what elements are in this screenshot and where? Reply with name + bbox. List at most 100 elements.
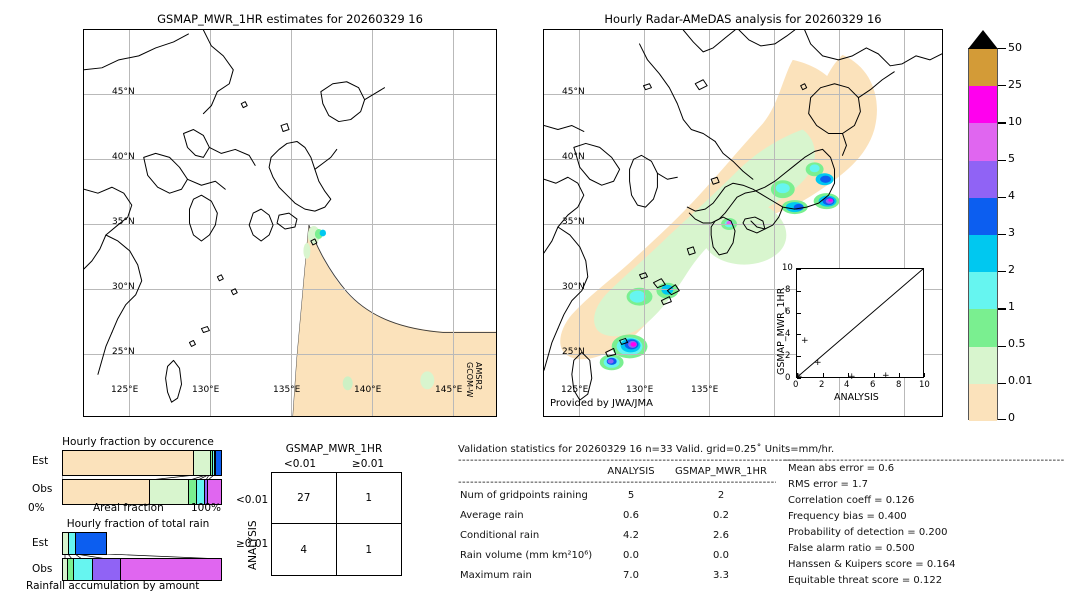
cbar-band-10-25 [969, 86, 997, 124]
gridline-lon-145 [453, 30, 454, 416]
sensor-label-line2: AMSR2 [474, 362, 483, 391]
scatter-inset[interactable]: + + + + + [795, 268, 925, 382]
lat-label-35n: 35°N [562, 217, 585, 227]
cbar-tick-1 [998, 308, 1006, 310]
total-rain-row-label-est: Est [32, 537, 49, 549]
xtick-label-10: 10 [919, 380, 930, 390]
lat-label-35n: 35°N [112, 217, 135, 227]
scatter-point: + [795, 372, 803, 382]
left-map-coastlines [84, 30, 386, 403]
ytick-label-6: 6 [785, 307, 791, 317]
cbar-label-25: 25 [1008, 78, 1022, 91]
validation-row-label-conditional-rain: Conditional rain [460, 530, 540, 541]
scatter-xlabel: ANALYSIS [834, 392, 879, 403]
cbar-tick-50 [998, 48, 1006, 50]
gridline-lon-125 [579, 30, 580, 416]
lat-label-45n: 45°N [562, 87, 585, 97]
occurrence-obs-segment-7aef90 [189, 480, 198, 504]
cbar-tick-3 [998, 234, 1006, 236]
gridline-lat-40 [84, 159, 496, 160]
lat-label-45n: 45°N [112, 87, 135, 97]
contingency-cell-hit: 1 [365, 543, 373, 556]
score-frequency-bias: Frequency bias = 0.400 [788, 511, 907, 522]
cbar-tick-4 [998, 196, 1006, 199]
occurrence-bar-obs[interactable] [62, 479, 222, 505]
total-rain-row-label-obs: Obs [32, 563, 53, 575]
cbar-label-10: 10 [1008, 115, 1022, 128]
contingency-cell-hit-none: 27 [272, 473, 337, 524]
gridline-lon-150 [904, 30, 905, 416]
ytick-label-10: 10 [782, 263, 793, 273]
xtick-label-8: 8 [896, 380, 902, 390]
occurrence-est-segment-d8f5ce [194, 451, 212, 475]
scatter-point: + [801, 336, 809, 346]
scatter-reference-line [797, 269, 923, 378]
validation-divider-mid: ----------------------------------------… [458, 477, 776, 488]
gridline-lon-130 [644, 30, 645, 416]
occurrence-obs-segment-d8f5ce [149, 480, 190, 504]
score-probability-of-detection: Probability of detection = 0.200 [788, 527, 948, 538]
left-map-precipitation-overlay [292, 224, 496, 416]
scatter-point: + [848, 372, 856, 382]
colorbar[interactable] [968, 48, 998, 421]
validation-value-gsmap-maximum-rain: 3.3 [713, 570, 729, 581]
lat-label-40n: 40°N [562, 152, 585, 162]
occurrence-est-segment-7aef90 [211, 451, 214, 475]
total-rain-bar-obs[interactable] [62, 558, 222, 581]
lon-label-130e: 130°E [626, 385, 654, 395]
lat-label-25n: 25°N [112, 347, 135, 357]
total-rain-obs-segment-9063f5 [93, 559, 122, 580]
gridline-lat-30 [84, 289, 496, 290]
cbar-band-5-10 [969, 123, 997, 161]
cbar-band-1-2 [969, 272, 997, 310]
lon-label-135e: 135°E [691, 385, 719, 395]
cbar-band-25-50 [969, 49, 997, 87]
validation-row-label-average-rain: Average rain [460, 510, 524, 521]
xtick-8 [899, 373, 901, 377]
radar-amedas-analysis-map[interactable]: 45°N 40°N 35°N 30°N 25°N 125°E 130°E 135… [543, 29, 943, 417]
validation-value-gsmap-average-rain: 0.2 [713, 510, 729, 521]
ytick-label-4: 4 [785, 329, 791, 339]
cbar-label-2: 2 [1008, 263, 1015, 276]
lat-label-40n: 40°N [112, 152, 135, 162]
xtick-label-0: 0 [793, 380, 799, 390]
gridline-lon-140 [372, 30, 373, 416]
contingency-title: GSMAP_MWR_1HR [285, 443, 383, 455]
cbar-label-0: 0 [1008, 411, 1015, 424]
cbar-tick-0.5 [998, 345, 1006, 347]
xtick-label-2: 2 [819, 380, 825, 390]
gsmap-estimate-map[interactable]: 45°N 40°N 35°N 30°N 25°N 125°E 130°E 135… [83, 29, 497, 417]
ytick-4 [797, 334, 801, 336]
score-hanssen-kuipers: Hanssen & Kuipers score = 0.164 [788, 559, 956, 570]
validation-value-analysis-gridpoints: 5 [627, 490, 635, 501]
occurrence-est-segment-0c5ef0 [215, 451, 221, 475]
cbar-tick-10 [998, 122, 1006, 124]
cbar-tick-0 [998, 419, 1006, 421]
cbar-label-0.5: 0.5 [1008, 337, 1026, 350]
xtick-label-4: 4 [844, 380, 850, 390]
total-rain-est-segment-d8f5ce [63, 533, 70, 554]
validation-value-analysis-maximum-rain: 7.0 [623, 570, 639, 581]
cbar-label-5: 5 [1008, 152, 1015, 165]
lat-label-25n: 25°N [562, 347, 585, 357]
map-credit: Provided by JWA/JMA [550, 398, 653, 409]
validation-value-analysis-conditional-rain: 4.2 [623, 530, 639, 541]
lat-label-30n: 30°N [112, 282, 135, 292]
occurrence-bar-est[interactable] [62, 450, 222, 476]
cbar-tick-0.01 [998, 382, 1006, 385]
gridline-lat-45 [544, 94, 942, 95]
lat-label-30n: 30°N [562, 282, 585, 292]
xtick-10 [924, 373, 925, 377]
contingency-table[interactable]: 27 1 4 1 [271, 472, 402, 576]
validation-row-label-gridpoints: Num of gridpoints raining [460, 490, 588, 501]
validation-value-gsmap-gridpoints: 2 [717, 490, 725, 501]
validation-header: Validation statistics for 20260329 16 n=… [458, 444, 835, 455]
contingency-row-header-ge: ≥0.01 [236, 538, 269, 550]
validation-value-analysis-average-rain: 0.6 [623, 510, 639, 521]
cbar-label-3: 3 [1008, 226, 1015, 239]
validation-row-label-rain-volume: Rain volume (mm km²10⁶) [460, 550, 593, 561]
occurrence-obs-segment-9063f5 [205, 480, 208, 504]
lon-label-140e: 140°E [354, 385, 382, 395]
total-rain-bar-est[interactable] [62, 532, 107, 555]
